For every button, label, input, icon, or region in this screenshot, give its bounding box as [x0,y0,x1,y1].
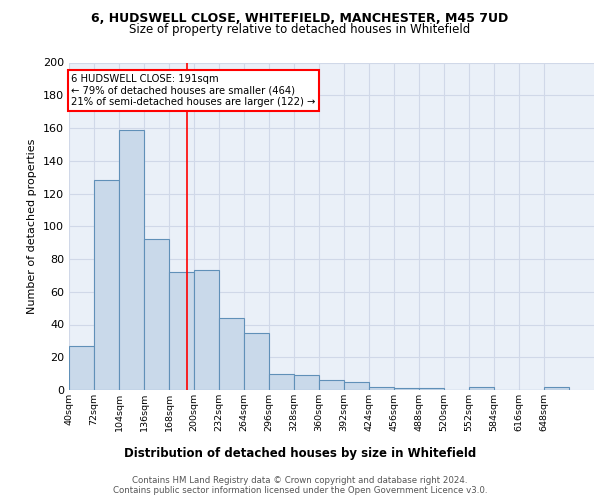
Bar [319,380,344,390]
Bar [544,386,569,390]
Bar [294,376,319,390]
Bar [219,318,244,390]
Bar [169,272,194,390]
Bar [144,240,169,390]
Text: Distribution of detached houses by size in Whitefield: Distribution of detached houses by size … [124,448,476,460]
Text: Contains HM Land Registry data © Crown copyright and database right 2024.
Contai: Contains HM Land Registry data © Crown c… [113,476,487,495]
Bar [69,346,94,390]
Y-axis label: Number of detached properties: Number of detached properties [28,138,37,314]
Bar [244,332,269,390]
Bar [119,130,144,390]
Bar [369,386,394,390]
Text: 6 HUDSWELL CLOSE: 191sqm
← 79% of detached houses are smaller (464)
21% of semi-: 6 HUDSWELL CLOSE: 191sqm ← 79% of detach… [71,74,316,107]
Bar [419,388,444,390]
Bar [394,388,419,390]
Bar [469,386,494,390]
Bar [94,180,119,390]
Text: 6, HUDSWELL CLOSE, WHITEFIELD, MANCHESTER, M45 7UD: 6, HUDSWELL CLOSE, WHITEFIELD, MANCHESTE… [91,12,509,26]
Bar [269,374,294,390]
Bar [194,270,219,390]
Bar [344,382,369,390]
Text: Size of property relative to detached houses in Whitefield: Size of property relative to detached ho… [130,22,470,36]
